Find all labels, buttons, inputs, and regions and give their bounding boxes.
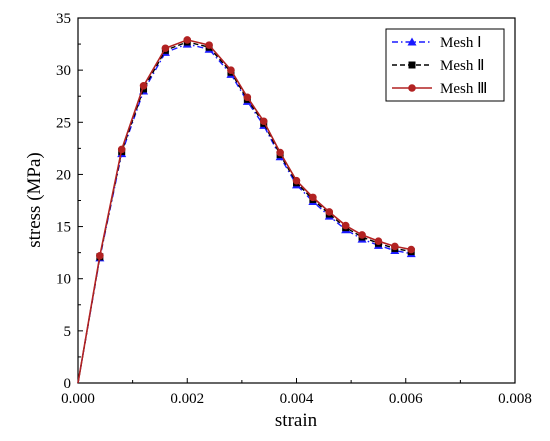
legend-label: Mesh Ⅱ bbox=[440, 58, 484, 74]
y-tick-label: 15 bbox=[56, 220, 71, 236]
y-tick-label: 25 bbox=[56, 115, 71, 131]
data-point bbox=[243, 93, 252, 102]
series-3 bbox=[77, 36, 416, 384]
data-point bbox=[341, 221, 350, 230]
x-axis: 0.000 0.002 0.004 0.006 0.008 bbox=[61, 378, 532, 407]
x-tick-label: 0.006 bbox=[389, 391, 423, 407]
legend-marker bbox=[408, 84, 416, 92]
x-tick-label: 0.000 bbox=[61, 391, 95, 407]
x-tick-label: 0.002 bbox=[170, 391, 204, 407]
data-point bbox=[161, 44, 170, 53]
data-point bbox=[309, 193, 317, 202]
y-axis: 0 5 10 15 20 25 30 35 bbox=[56, 11, 83, 392]
data-point bbox=[117, 145, 126, 154]
data-point bbox=[259, 117, 268, 126]
y-tick-label: 35 bbox=[56, 11, 71, 27]
data-point bbox=[227, 66, 235, 74]
y-tick-label: 0 bbox=[64, 376, 72, 392]
legend: Mesh Ⅰ Mesh Ⅱ Mesh Ⅲ bbox=[385, 28, 505, 102]
data-point bbox=[325, 208, 334, 216]
data-point bbox=[139, 81, 148, 90]
data-point bbox=[374, 237, 383, 245]
data-point bbox=[407, 245, 416, 254]
y-axis-title: stress (MPa) bbox=[24, 152, 45, 248]
x-axis-title: strain bbox=[275, 410, 318, 431]
legend-box bbox=[385, 28, 505, 102]
data-point bbox=[276, 148, 284, 157]
y-tick-label: 10 bbox=[56, 272, 71, 288]
data-point bbox=[358, 231, 366, 239]
data-point bbox=[96, 251, 104, 260]
x-tick-label: 0.004 bbox=[280, 391, 314, 407]
legend-label: Mesh Ⅰ bbox=[440, 35, 482, 51]
x-tick-label: 0.008 bbox=[498, 391, 532, 407]
data-point bbox=[205, 41, 213, 49]
y-tick-label: 30 bbox=[56, 63, 71, 79]
series-layer bbox=[77, 36, 416, 384]
data-point bbox=[391, 242, 399, 251]
legend-marker bbox=[408, 61, 416, 69]
legend-marker bbox=[407, 37, 417, 46]
data-point bbox=[183, 36, 192, 44]
legend-label: Mesh Ⅲ bbox=[440, 81, 487, 97]
data-point bbox=[292, 176, 301, 185]
y-tick-label: 5 bbox=[64, 324, 72, 340]
y-tick-label: 20 bbox=[56, 167, 71, 183]
